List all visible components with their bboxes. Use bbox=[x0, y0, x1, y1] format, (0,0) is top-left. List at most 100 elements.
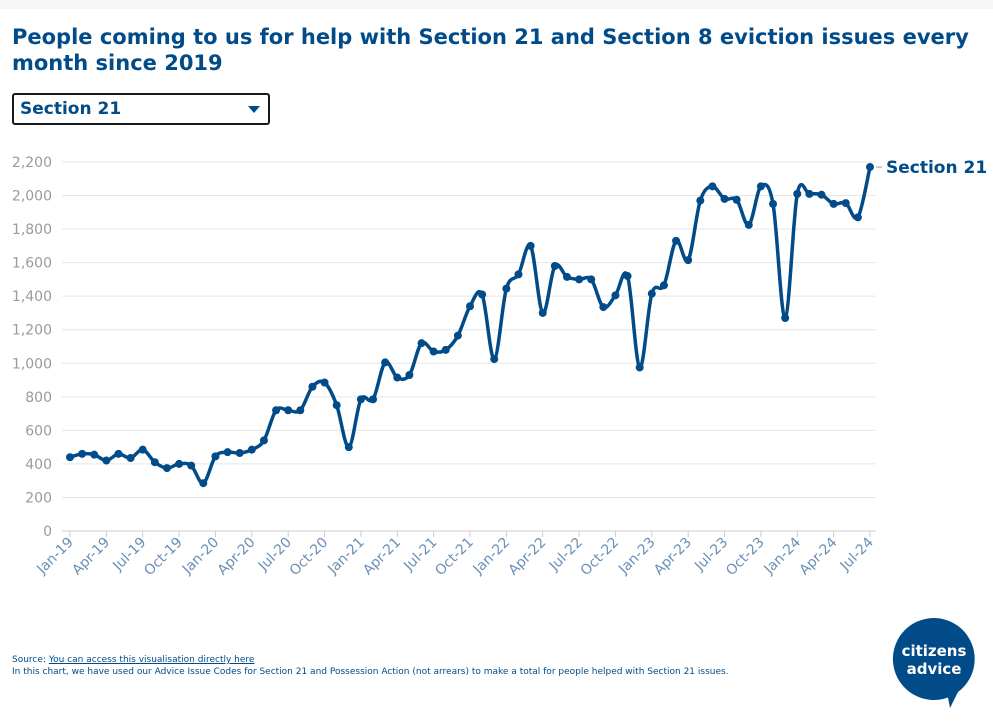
data-point bbox=[320, 378, 329, 387]
source-note: In this chart, we have used our Advice I… bbox=[12, 667, 729, 677]
y-tick-label: 800 bbox=[25, 390, 52, 406]
data-point bbox=[175, 459, 184, 468]
y-tick-label: 400 bbox=[25, 457, 52, 473]
data-point bbox=[793, 189, 802, 198]
data-point bbox=[611, 291, 620, 300]
data-point bbox=[732, 195, 741, 204]
data-point bbox=[599, 303, 608, 312]
data-point bbox=[393, 373, 402, 382]
x-tick-label: Jul-24 bbox=[837, 534, 877, 574]
data-point bbox=[720, 194, 729, 203]
data-point bbox=[623, 272, 632, 281]
data-point bbox=[247, 445, 256, 454]
y-tick-label: 2,000 bbox=[12, 189, 52, 205]
data-point bbox=[356, 395, 365, 404]
data-point bbox=[538, 308, 547, 317]
data-point bbox=[866, 163, 874, 172]
data-point bbox=[853, 213, 862, 222]
data-point bbox=[575, 275, 584, 284]
data-point bbox=[102, 456, 111, 465]
x-tick-label: Jan-22 bbox=[470, 535, 513, 578]
x-tick-label: Jan-19 bbox=[33, 535, 76, 578]
data-point bbox=[526, 241, 535, 250]
y-tick-label: 0 bbox=[43, 524, 52, 540]
data-point bbox=[381, 358, 390, 367]
data-point bbox=[417, 339, 426, 348]
data-point bbox=[369, 395, 378, 404]
data-point bbox=[453, 331, 462, 340]
data-point bbox=[659, 281, 668, 290]
series-end-label: Section 21 bbox=[886, 158, 987, 178]
data-point bbox=[187, 461, 196, 470]
data-point bbox=[78, 449, 87, 458]
y-tick-label: 200 bbox=[25, 490, 52, 506]
data-point bbox=[647, 289, 656, 298]
data-point bbox=[441, 345, 450, 354]
data-point bbox=[199, 479, 208, 488]
data-point bbox=[211, 452, 220, 461]
y-tick-label: 2,200 bbox=[12, 155, 52, 171]
data-point bbox=[805, 189, 814, 198]
data-point bbox=[259, 436, 268, 445]
series-dropdown[interactable]: Section 21 bbox=[12, 93, 270, 125]
x-tick-label: Jan-23 bbox=[615, 535, 658, 578]
x-tick-label: Oct-19 bbox=[141, 535, 186, 580]
data-point bbox=[478, 290, 487, 299]
x-tick-label: Oct-20 bbox=[287, 535, 332, 580]
data-point bbox=[223, 448, 232, 457]
page-title: People coming to us for help with Sectio… bbox=[12, 25, 969, 75]
data-point bbox=[344, 443, 353, 452]
data-point bbox=[235, 449, 244, 458]
x-tick-label: Apr-20 bbox=[215, 535, 259, 579]
data-point bbox=[562, 272, 571, 281]
data-point bbox=[405, 371, 414, 380]
data-point bbox=[744, 220, 753, 229]
x-tick-label: Jan-20 bbox=[179, 535, 222, 578]
data-point bbox=[550, 261, 559, 270]
x-tick-label: Oct-22 bbox=[578, 535, 623, 580]
data-point bbox=[114, 449, 123, 458]
data-point bbox=[514, 270, 523, 279]
data-point bbox=[162, 464, 171, 473]
data-point bbox=[502, 284, 511, 293]
source-line: Source: You can access this visualisatio… bbox=[12, 654, 729, 666]
data-point bbox=[150, 458, 159, 467]
data-point bbox=[296, 406, 305, 415]
data-point bbox=[817, 190, 826, 199]
top-bar bbox=[0, 0, 993, 9]
y-tick-label: 1,400 bbox=[12, 289, 52, 305]
data-point bbox=[272, 406, 281, 415]
data-point bbox=[708, 182, 717, 191]
x-tick-label: Apr-24 bbox=[796, 534, 840, 578]
data-point bbox=[829, 199, 838, 208]
data-point bbox=[756, 182, 765, 191]
data-point bbox=[781, 313, 790, 322]
citizens-advice-logo: citizens advice bbox=[892, 617, 975, 708]
data-point bbox=[684, 256, 693, 265]
dropdown-selected-value: Section 21 bbox=[20, 99, 122, 119]
source-link[interactable]: You can access this visualisation direct… bbox=[48, 655, 255, 665]
x-tick-label: Oct-21 bbox=[432, 535, 477, 580]
data-point bbox=[284, 406, 293, 415]
data-point bbox=[466, 302, 474, 311]
x-tick-label: Apr-21 bbox=[360, 535, 404, 579]
y-tick-label: 1,600 bbox=[12, 256, 52, 272]
line-chart: 0 200 400 600 800 1,000 1,200 1,400 1,600 1,800 2,… bbox=[12, 155, 987, 580]
data-point bbox=[66, 453, 74, 462]
data-point bbox=[635, 363, 644, 372]
x-tick-label: Apr-22 bbox=[506, 535, 550, 579]
data-point bbox=[308, 382, 317, 391]
x-tick-label: Jan-21 bbox=[324, 535, 367, 578]
x-tick-label: Apr-19 bbox=[69, 535, 113, 579]
y-tick-label: 600 bbox=[25, 423, 52, 439]
footer: Source: You can access this visualisatio… bbox=[12, 654, 729, 678]
x-tick-label: Apr-23 bbox=[651, 535, 695, 579]
data-point bbox=[672, 236, 681, 245]
data-point bbox=[587, 275, 596, 284]
logo-text-citizens: citizens bbox=[902, 642, 967, 660]
data-point bbox=[841, 199, 850, 208]
data-point bbox=[90, 450, 99, 459]
y-tick-label: 1,200 bbox=[12, 323, 52, 339]
y-tick-label: 1,800 bbox=[12, 222, 52, 238]
x-tick-label: Jan-24 bbox=[761, 534, 805, 578]
